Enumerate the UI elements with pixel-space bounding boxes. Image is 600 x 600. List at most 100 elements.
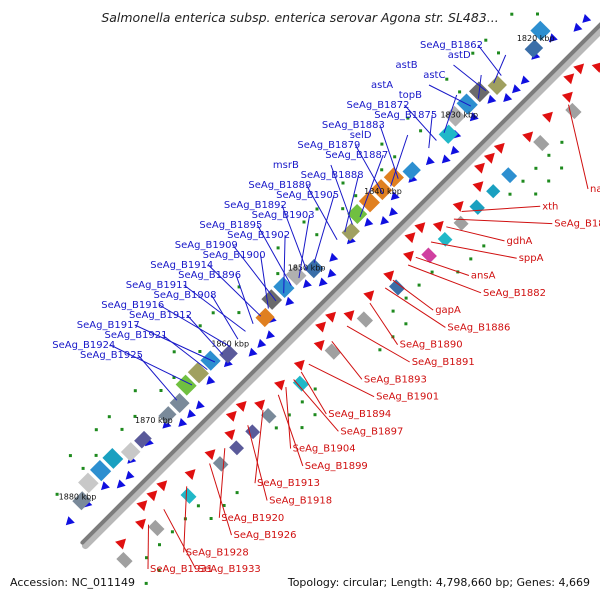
reverse-gene-arrow xyxy=(403,250,414,262)
forward-gene-arrow xyxy=(327,268,337,278)
label-leader-line xyxy=(260,254,269,309)
reverse-gene-arrow xyxy=(254,399,265,411)
label-leader-line xyxy=(346,325,410,363)
feature-dot xyxy=(158,543,161,547)
reverse-gene-label: SeAg_B1901 xyxy=(376,392,439,403)
reverse-gene-arrow xyxy=(146,490,158,502)
forward-gene-label: SeAg_B1921 xyxy=(105,330,168,341)
label-leader-line xyxy=(344,174,360,233)
content-block xyxy=(437,231,453,247)
forward-gene-arrow xyxy=(487,94,497,104)
label-leader-line xyxy=(453,218,553,225)
reverse-gene-label: SeAg_B1893 xyxy=(364,374,427,385)
scale-tick-label: 1820 kbp xyxy=(517,34,555,43)
feature-dot xyxy=(237,311,241,315)
label-leader-line xyxy=(300,371,327,415)
forward-gene-label: SeAg_B1862 xyxy=(420,40,483,51)
feature-dot xyxy=(430,270,434,274)
feature-dot xyxy=(315,207,319,211)
content-block xyxy=(402,161,421,180)
reverse-gene-arrow xyxy=(483,152,495,164)
content-block xyxy=(187,362,209,384)
forward-gene-arrow xyxy=(441,154,451,164)
feature-dot xyxy=(354,194,358,198)
forward-gene-arrow xyxy=(248,347,258,357)
forward-gene-arrow xyxy=(257,338,267,348)
feature-dot xyxy=(211,311,215,315)
feature-dot xyxy=(172,350,176,354)
forward-gene-label: SeAg_B1924 xyxy=(52,340,115,351)
reverse-gene-arrow xyxy=(343,310,355,322)
content-block xyxy=(78,472,99,494)
forward-gene-arrow xyxy=(469,112,479,122)
label-leader-line xyxy=(446,226,505,242)
feature-dot xyxy=(222,504,226,507)
feature-dot xyxy=(391,309,395,313)
forward-gene-arrow xyxy=(390,191,400,201)
feature-dot xyxy=(209,517,213,520)
feature-dot xyxy=(94,453,98,457)
forward-gene-label: topB xyxy=(399,90,422,101)
reverse-gene-label: xth xyxy=(542,201,558,212)
reverse-gene-label: SeAg_B1931 xyxy=(150,564,213,575)
feature-dot xyxy=(341,181,345,185)
feature-tracks xyxy=(65,14,600,569)
reverse-gene-arrow xyxy=(224,429,236,441)
feature-dot xyxy=(133,389,137,393)
label-leader-line xyxy=(162,334,208,370)
scale-tick-label: 1870 kbp xyxy=(135,416,173,425)
label-leader-line xyxy=(232,244,277,302)
reverse-gene-label: SeAg_B1928 xyxy=(186,547,249,558)
label-leader-line xyxy=(354,144,384,195)
reverse-gene-arrow xyxy=(474,162,485,174)
label-leader-line xyxy=(453,64,487,92)
feature-dot xyxy=(55,492,59,496)
feature-dot xyxy=(393,155,397,159)
genome-title: Salmonella enterica subsp. enterica sero… xyxy=(101,10,498,25)
reverse-gene-arrow xyxy=(563,73,575,85)
label-leader-line xyxy=(493,54,507,84)
forward-gene-label: SeAg_B1879 xyxy=(297,140,360,151)
reverse-gene-label: SeAg_B1933 xyxy=(198,564,261,575)
forward-gene-label: SeAg_B1883 xyxy=(322,120,385,131)
reverse-gene-label: SeAg_B1920 xyxy=(221,513,284,524)
reverse-gene-label: SeAg_B1894 xyxy=(328,409,391,420)
reverse-gene-arrow xyxy=(522,131,534,143)
label-leader-line xyxy=(254,410,264,484)
label-leader-line xyxy=(256,224,292,286)
forward-gene-arrow xyxy=(425,156,435,166)
label-leader-line xyxy=(428,114,433,149)
content-block xyxy=(260,407,277,424)
content-block xyxy=(565,102,582,120)
label-leader-line xyxy=(147,524,149,570)
feature-dot xyxy=(170,530,174,534)
reverse-gene-arrow xyxy=(204,449,216,461)
forward-gene-label: SeAg_B1903 xyxy=(252,210,315,221)
forward-gene-label: SeAg_B1912 xyxy=(129,310,192,321)
forward-gene-label: SeAg_B1895 xyxy=(199,220,262,231)
label-leader-line xyxy=(235,274,254,324)
feature-dot xyxy=(237,285,241,289)
forward-gene-arrow xyxy=(329,252,339,262)
content-block xyxy=(229,440,245,456)
forward-gene-label: SeAg_B1872 xyxy=(347,100,410,111)
feature-dot xyxy=(276,272,280,276)
content-block xyxy=(444,105,466,127)
label-leader-line xyxy=(137,354,178,401)
feature-dot xyxy=(406,116,410,120)
feature-dot xyxy=(508,192,512,196)
reverse-gene-arrow xyxy=(432,220,444,232)
reverse-gene-arrow xyxy=(135,518,146,530)
feature-dot xyxy=(458,90,462,94)
reverse-gene-arrow xyxy=(325,311,336,323)
scale-tick-label: 1830 kbp xyxy=(440,111,478,120)
label-leader-line xyxy=(430,241,517,259)
content-block xyxy=(438,124,459,144)
feature-dots xyxy=(55,12,564,585)
label-leader-line xyxy=(392,279,434,311)
feature-dot xyxy=(302,220,306,224)
content-block xyxy=(356,311,374,328)
feature-dot xyxy=(313,387,317,391)
reverse-gene-arrow xyxy=(542,111,553,123)
label-leader-line xyxy=(379,124,399,179)
